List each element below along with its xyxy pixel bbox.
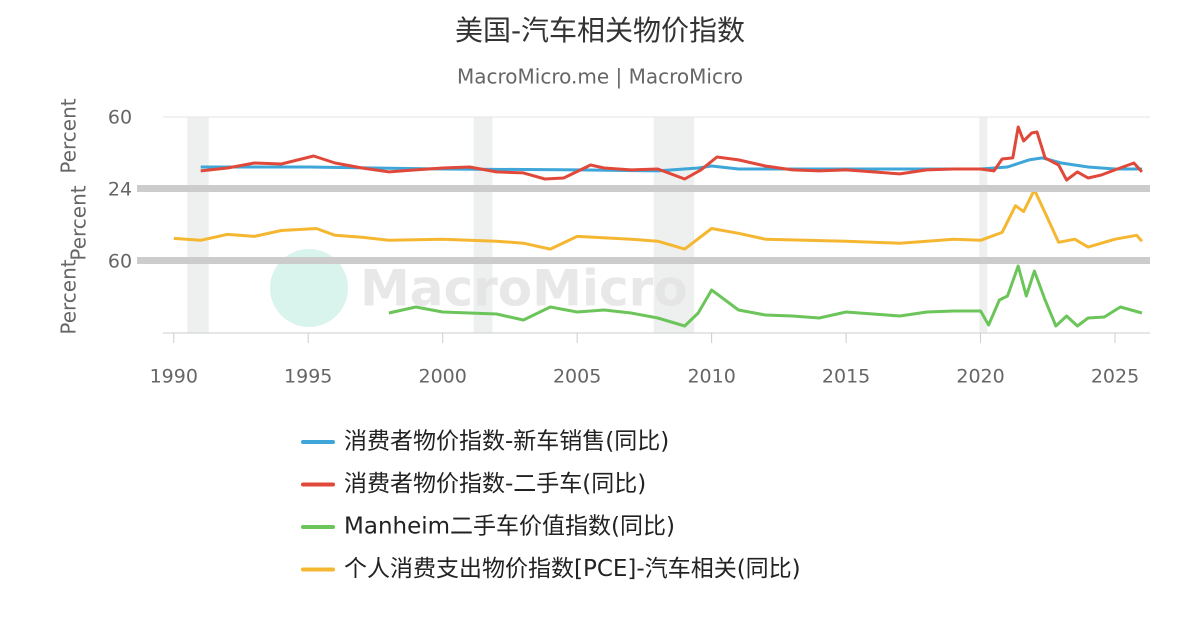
panel-separator — [137, 185, 1150, 192]
shaded-period — [187, 117, 209, 333]
watermark-logo — [270, 249, 348, 327]
y-axis-title: Percent — [57, 98, 81, 173]
legend-label: 个人消费支出物价指数[PCE]-汽车相关(同比) — [344, 556, 801, 582]
y-axis-title: Percent — [67, 185, 91, 260]
panel-separator — [137, 257, 1150, 264]
chart-subtitle: MacroMicro.me | MacroMicro — [457, 65, 743, 89]
x-tick-label: 1995 — [284, 366, 332, 388]
x-tick-label: 2025 — [1091, 366, 1139, 388]
series-line — [388, 264, 1143, 328]
x-tick-label: 2000 — [419, 366, 467, 388]
y-axis-title: Percent — [57, 259, 81, 334]
chart-title: 美国-汽车相关物价指数 — [455, 14, 745, 47]
x-tick-label: 2020 — [956, 366, 1004, 388]
shaded-period — [653, 117, 695, 333]
x-tick-label: 2005 — [553, 366, 601, 388]
x-tick-label: 1990 — [150, 366, 198, 388]
legend-label: 消费者物价指数-二手车(同比) — [344, 471, 646, 497]
series-line — [173, 188, 1144, 251]
legend-label: Manheim二手车价值指数(同比) — [344, 514, 675, 540]
y-tick-label: 24 — [108, 179, 132, 201]
y-tick-label: 60 — [108, 251, 132, 273]
x-tick-label: 2010 — [687, 366, 735, 388]
shaded-period — [979, 117, 988, 333]
x-tick-label: 2015 — [822, 366, 870, 388]
y-tick-label: 60 — [108, 107, 132, 129]
series-line — [200, 125, 1144, 182]
legend-label: 消费者物价指数-新车销售(同比) — [344, 429, 669, 455]
